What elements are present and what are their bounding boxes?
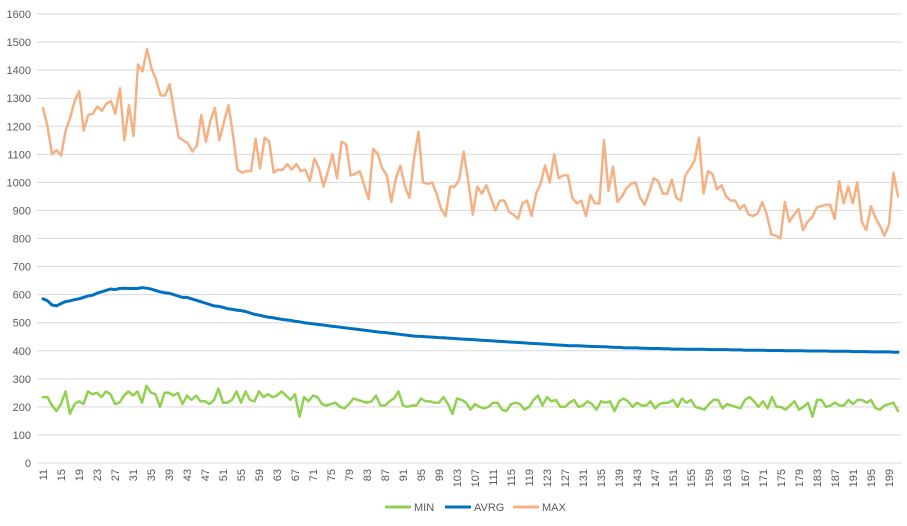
gridlines bbox=[37, 13, 902, 436]
x-tick-label: 151 bbox=[668, 469, 680, 487]
x-tick-label: 55 bbox=[236, 469, 248, 481]
x-tick-label: 179 bbox=[794, 469, 806, 487]
x-tick-label: 99 bbox=[434, 469, 446, 481]
x-tick-label: 79 bbox=[344, 469, 356, 481]
x-tick-label: 63 bbox=[272, 469, 284, 481]
series-lines bbox=[41, 47, 900, 418]
x-tick-label: 139 bbox=[614, 469, 626, 487]
y-tick-label: 0 bbox=[25, 458, 31, 470]
x-tick-label: 51 bbox=[218, 469, 230, 481]
y-tick-label: 1300 bbox=[7, 93, 31, 105]
y-tick-label: 1400 bbox=[7, 65, 31, 77]
x-tick-label: 47 bbox=[200, 469, 212, 481]
y-tick-label: 400 bbox=[13, 346, 31, 358]
x-tick-label: 39 bbox=[164, 469, 176, 481]
x-tick-label: 75 bbox=[326, 469, 338, 481]
legend-label-max: MAX bbox=[542, 502, 567, 514]
x-tick-label: 183 bbox=[812, 469, 824, 487]
x-tick-label: 31 bbox=[128, 469, 140, 481]
y-tick-label: 1100 bbox=[7, 149, 31, 161]
y-tick-label: 1600 bbox=[7, 9, 31, 21]
series-line-min bbox=[41, 384, 900, 418]
x-tick-label: 87 bbox=[380, 469, 392, 481]
legend-label-avrg: AVRG bbox=[474, 502, 504, 514]
x-tick-label: 67 bbox=[290, 469, 302, 481]
series-line-avrg bbox=[41, 286, 900, 354]
x-tick-label: 91 bbox=[398, 469, 410, 481]
x-axis-ticks: 11 15 19 23 27 31 35 39 43 47 51 55 59 63 67 71 75 79 83 87… bbox=[38, 469, 896, 487]
x-tick-label: 155 bbox=[686, 469, 698, 487]
legend: MIN AVRG MAX bbox=[385, 502, 567, 514]
x-tick-label: 147 bbox=[650, 469, 662, 487]
y-tick-label: 300 bbox=[13, 374, 31, 386]
x-tick-label: 163 bbox=[722, 469, 734, 487]
x-tick-label: 127 bbox=[560, 469, 572, 487]
x-tick-label: 187 bbox=[830, 469, 842, 487]
x-tick-label: 19 bbox=[74, 469, 86, 481]
x-tick-label: 123 bbox=[542, 469, 554, 487]
legend-label-min: MIN bbox=[414, 502, 434, 514]
y-tick-label: 100 bbox=[13, 430, 31, 442]
y-tick-label: 700 bbox=[13, 262, 31, 274]
y-tick-label: 200 bbox=[13, 402, 31, 414]
x-tick-label: 159 bbox=[704, 469, 716, 487]
x-tick-label: 111 bbox=[488, 469, 500, 486]
x-tick-label: 15 bbox=[56, 469, 68, 481]
x-tick-label: 191 bbox=[848, 469, 860, 487]
y-tick-label: 900 bbox=[13, 205, 31, 217]
x-tick-label: 83 bbox=[362, 469, 374, 481]
x-tick-label: 59 bbox=[254, 469, 266, 481]
x-tick-label: 135 bbox=[596, 469, 608, 487]
x-tick-label: 27 bbox=[110, 469, 122, 481]
y-tick-label: 1000 bbox=[7, 177, 31, 189]
x-tick-label: 71 bbox=[308, 469, 320, 481]
y-tick-label: 1500 bbox=[7, 37, 31, 49]
x-tick-label: 199 bbox=[884, 469, 896, 487]
y-tick-label: 500 bbox=[13, 318, 31, 330]
y-tick-label: 1200 bbox=[7, 121, 31, 133]
y-axis-ticks: 0 100 200 300 400 500 600 700 800 900 1000 1100 1200… bbox=[7, 9, 31, 470]
x-tick-label: 95 bbox=[416, 469, 428, 481]
x-tick-label: 43 bbox=[182, 469, 194, 481]
y-tick-label: 600 bbox=[13, 290, 31, 302]
x-tick-label: 143 bbox=[632, 469, 644, 487]
x-tick-label: 119 bbox=[524, 469, 536, 487]
x-tick-label: 35 bbox=[146, 469, 158, 481]
x-tick-label: 23 bbox=[92, 469, 104, 481]
x-tick-label: 115 bbox=[506, 469, 518, 487]
x-tick-label: 171 bbox=[758, 469, 770, 487]
series-line-max bbox=[41, 47, 900, 240]
x-tick-label: 175 bbox=[776, 469, 788, 487]
x-tick-label: 195 bbox=[866, 469, 878, 487]
x-tick-label: 11 bbox=[38, 469, 50, 480]
x-tick-label: 103 bbox=[452, 469, 464, 487]
x-tick-label: 131 bbox=[578, 469, 590, 487]
x-tick-label: 107 bbox=[470, 469, 482, 487]
x-tick-label: 167 bbox=[740, 469, 752, 487]
y-tick-label: 800 bbox=[13, 234, 31, 246]
